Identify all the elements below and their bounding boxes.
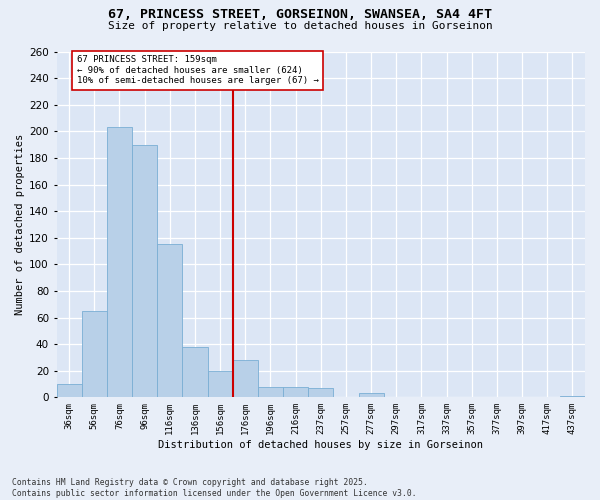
Text: 67 PRINCESS STREET: 159sqm
← 90% of detached houses are smaller (624)
10% of sem: 67 PRINCESS STREET: 159sqm ← 90% of deta… [77,56,319,86]
Text: Size of property relative to detached houses in Gorseinon: Size of property relative to detached ho… [107,21,493,31]
Bar [182,347,208,398]
X-axis label: Distribution of detached houses by size in Gorseinon: Distribution of detached houses by size … [158,440,483,450]
Bar [82,311,107,398]
Text: Contains HM Land Registry data © Crown copyright and database right 2025.
Contai: Contains HM Land Registry data © Crown c… [12,478,416,498]
Bar [283,386,308,398]
Bar [359,394,383,398]
Bar [132,144,157,398]
Text: 67, PRINCESS STREET, GORSEINON, SWANSEA, SA4 4FT: 67, PRINCESS STREET, GORSEINON, SWANSEA,… [108,8,492,20]
Bar [157,244,182,398]
Bar [208,370,233,398]
Bar [107,128,132,398]
Bar [560,396,585,398]
Bar [56,384,82,398]
Bar [233,360,258,398]
Y-axis label: Number of detached properties: Number of detached properties [15,134,25,315]
Bar [258,386,283,398]
Bar [308,388,334,398]
